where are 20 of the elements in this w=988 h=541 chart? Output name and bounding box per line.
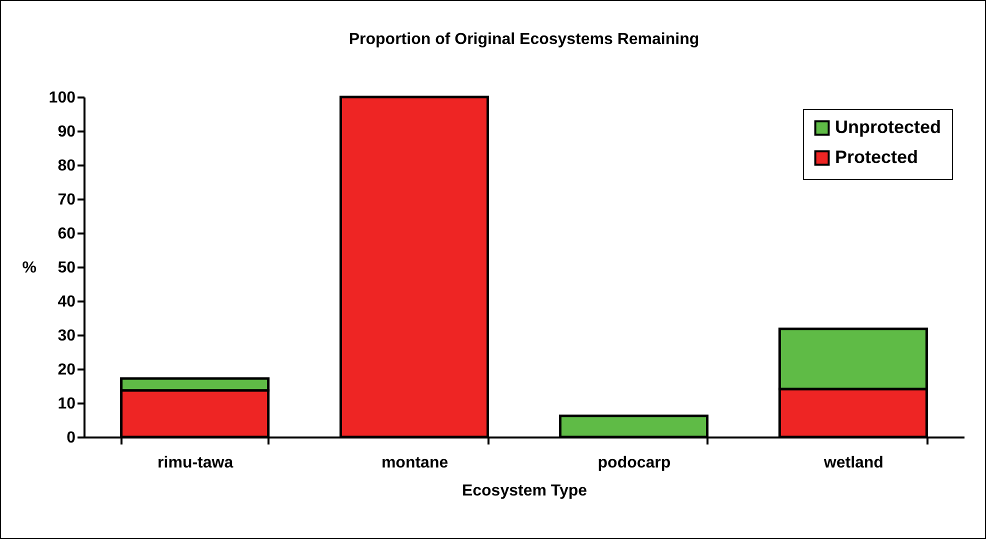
y-tick-label: 50 (58, 260, 76, 276)
y-tick-label: 10 (58, 396, 76, 412)
x-tick-label: wetland (822, 454, 884, 472)
y-axis-title: % (22, 260, 36, 276)
y-tick-label: 80 (58, 158, 76, 174)
legend-label: Unprotected (835, 117, 942, 137)
y-tick-label: 20 (58, 362, 76, 378)
y-tick-label: 70 (58, 192, 76, 208)
chart-title: Proportion of Original Ecosystems Remaining (348, 31, 700, 48)
y-tick-label: 100 (48, 90, 76, 106)
y-tick-label: 0 (66, 430, 76, 446)
x-axis-title: Ecosystem Type (462, 482, 588, 500)
y-tick-label: 60 (58, 226, 76, 242)
y-tick-label: 30 (58, 328, 76, 344)
x-tick-label: podocarp (598, 454, 671, 472)
y-tick-label: 90 (58, 124, 76, 140)
legend-label: Protected (835, 147, 918, 167)
x-tick-label: rimu-tawa (158, 454, 234, 472)
y-tick-label: 40 (58, 294, 76, 310)
x-tick-label: montane (381, 454, 448, 472)
